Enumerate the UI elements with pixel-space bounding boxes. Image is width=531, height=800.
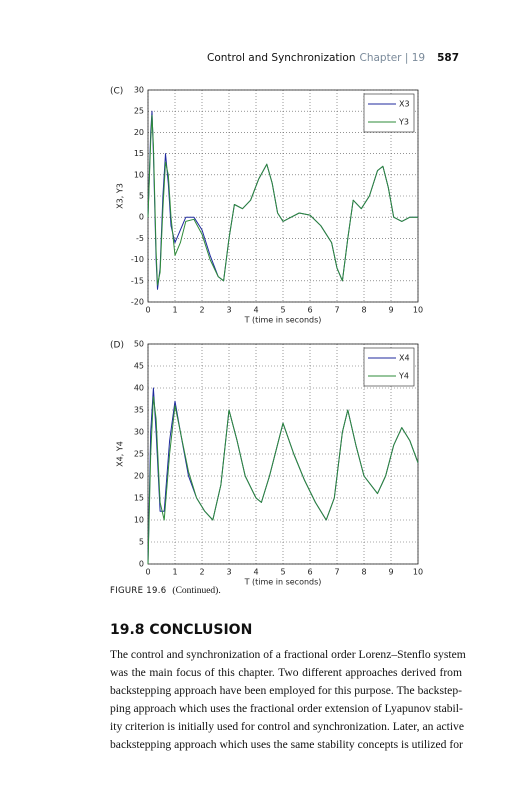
legend-box xyxy=(363,347,415,387)
paragraph: The control and synchronization of a fra… xyxy=(110,646,466,754)
header-title: Control and Synchronization xyxy=(207,52,356,64)
series-line xyxy=(147,396,419,565)
x-tick-label: 6 xyxy=(307,568,312,577)
y-tick-label: 50 xyxy=(134,340,144,349)
y-tick-label: 20 xyxy=(134,472,144,481)
series-line xyxy=(147,114,418,286)
y-tick-label: 5 xyxy=(139,538,144,547)
x-tick-label: 8 xyxy=(361,306,366,315)
y-axis-label: X3, Y3 xyxy=(116,183,125,209)
plot-frame xyxy=(147,89,419,303)
y-tick-label: 15 xyxy=(134,149,144,158)
page-number: 587 xyxy=(437,52,459,64)
text-line: backstepping approach which uses the sam… xyxy=(110,738,463,751)
caption-text: (Continued). xyxy=(172,586,221,596)
text-line: The control and synchronization of a fra… xyxy=(110,648,466,661)
x-tick-label: 1 xyxy=(172,306,177,315)
legend-label: X3 xyxy=(399,100,410,109)
x-tick-label: 6 xyxy=(307,306,312,315)
x-tick-label: 3 xyxy=(226,306,231,315)
x-tick-label: 8 xyxy=(361,568,366,577)
x-tick-label: 2 xyxy=(199,568,204,577)
y-tick-label: 35 xyxy=(134,406,144,415)
y-tick-label: 0 xyxy=(139,560,144,569)
x-tick-label: 7 xyxy=(334,568,339,577)
x-tick-label: 9 xyxy=(388,306,393,315)
y-tick-label: 25 xyxy=(134,450,144,459)
y-tick-label: 25 xyxy=(134,107,144,116)
x-tick-label: 10 xyxy=(413,306,423,315)
y-tick-label: -10 xyxy=(131,255,144,264)
x-tick-label: 0 xyxy=(145,306,150,315)
running-header: Control and Synchronization Chapter | 19 5… xyxy=(207,52,459,64)
y-tick-label: 15 xyxy=(134,494,144,503)
y-tick-label: 0 xyxy=(139,213,144,222)
y-tick-label: 40 xyxy=(134,384,144,393)
y-tick-label: 5 xyxy=(139,192,144,201)
x-tick-label: 4 xyxy=(253,306,258,315)
y-tick-label: 10 xyxy=(134,516,144,525)
series-line xyxy=(147,110,418,290)
section-title: 19.8 CONCLUSION xyxy=(110,622,253,638)
y-tick-label: 30 xyxy=(134,428,144,437)
text-line: was the main focus of this chapter. Two … xyxy=(110,666,462,679)
y-tick-label: 20 xyxy=(134,128,144,137)
caption-label: FIGURE 19.6 xyxy=(110,586,167,596)
panel-label: (C) xyxy=(110,87,123,97)
legend-label: X4 xyxy=(399,354,410,363)
x-tick-label: 0 xyxy=(145,568,150,577)
text-line: backstepping approach have been employed… xyxy=(110,684,462,697)
panel-label: (D) xyxy=(110,341,124,351)
y-tick-label: -5 xyxy=(136,234,144,243)
x-tick-label: 1 xyxy=(172,568,177,577)
x-tick-label: 5 xyxy=(280,568,285,577)
y-tick-label: 45 xyxy=(134,362,144,371)
x-axis-label: T (time in seconds) xyxy=(244,578,322,587)
x-tick-label: 7 xyxy=(334,306,339,315)
x-tick-label: 10 xyxy=(413,568,423,577)
y-tick-label: 10 xyxy=(134,170,144,179)
x-tick-label: 4 xyxy=(253,568,258,577)
plot-frame xyxy=(147,343,419,565)
y-axis-label: X4, Y4 xyxy=(116,441,125,467)
legend-label: Y3 xyxy=(398,118,409,127)
y-tick-label: 30 xyxy=(134,86,144,95)
text-line: ping approach which uses the fractional … xyxy=(110,702,463,715)
y-tick-label: -20 xyxy=(131,298,144,307)
figure-caption: FIGURE 19.6 (Continued). xyxy=(110,586,221,596)
x-tick-label: 9 xyxy=(388,568,393,577)
x-axis-label: T (time in seconds) xyxy=(244,316,322,325)
chart-c: (C) -20 -15 -10 -5 0 5 10 15 20 25 30 0 1 2 3 4 5 6 7 8 9 10 T … xyxy=(110,86,423,325)
legend-box xyxy=(363,93,415,133)
text-line: ity criterion is initially used for cont… xyxy=(110,720,464,733)
header-chapter: Chapter | 19 xyxy=(359,52,426,64)
x-tick-label: 2 xyxy=(199,306,204,315)
x-tick-label: 5 xyxy=(280,306,285,315)
x-tick-label: 3 xyxy=(226,568,231,577)
y-tick-label: -15 xyxy=(131,276,144,285)
legend-label: Y4 xyxy=(398,372,409,381)
